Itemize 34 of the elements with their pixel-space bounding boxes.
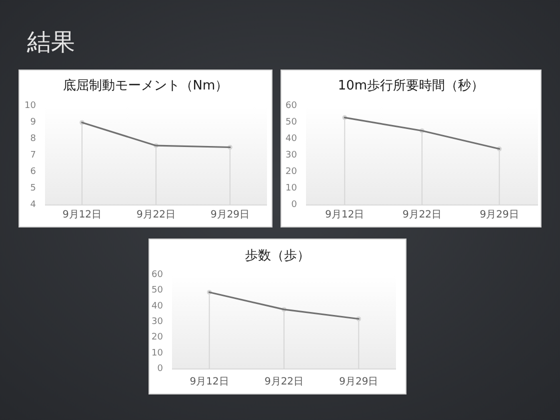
y-tick-label: 20 <box>152 332 164 343</box>
y-tick-label: 30 <box>152 317 164 327</box>
y-tick-label: 30 <box>286 150 298 160</box>
x-tick-label: 9月22日 <box>264 376 304 388</box>
y-tick-label: 10 <box>24 101 36 111</box>
x-tick-label: 9月12日 <box>190 376 229 388</box>
y-tick-label: 50 <box>152 286 164 296</box>
y-tick-label: 5 <box>30 184 36 194</box>
chart-title: 底屈制動モーメント（Nm） <box>62 78 228 94</box>
y-tick-label: 10 <box>152 348 164 358</box>
y-tick-label: 10 <box>286 184 298 194</box>
chart-title: 歩数（歩） <box>245 248 310 264</box>
x-tick-label: 9月12日 <box>325 210 364 220</box>
x-tick-label: 9月12日 <box>62 210 102 220</box>
y-tick-label: 7 <box>30 150 36 160</box>
y-tick-label: 8 <box>30 134 36 144</box>
x-tick-label: 9月29日 <box>480 210 519 220</box>
y-tick-label: 4 <box>30 200 36 210</box>
y-tick-label: 20 <box>286 167 298 177</box>
y-tick-label: 40 <box>152 301 164 312</box>
x-tick-label: 9月29日 <box>339 376 378 388</box>
x-tick-label: 9月22日 <box>402 210 442 220</box>
y-tick-label: 40 <box>286 134 298 144</box>
y-tick-label: 60 <box>286 101 298 111</box>
chart-title: 10m歩行所要時間（秒） <box>338 78 484 94</box>
text: 結果 <box>26 28 75 56</box>
y-tick-label: 6 <box>30 167 36 177</box>
y-tick-label: 0 <box>157 364 164 374</box>
y-tick-label: 60 <box>152 270 164 280</box>
x-tick-label: 9月22日 <box>136 210 176 220</box>
x-tick-label: 9月29日 <box>210 210 250 220</box>
y-tick-label: 0 <box>291 200 298 210</box>
y-tick-label: 50 <box>286 118 298 128</box>
y-tick-label: 9 <box>30 118 36 128</box>
